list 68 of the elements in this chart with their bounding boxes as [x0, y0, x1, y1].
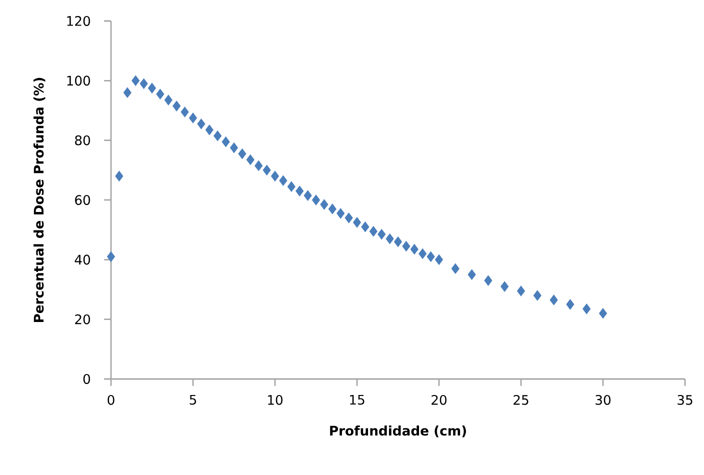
point	[287, 181, 296, 192]
point	[566, 299, 574, 310]
point	[270, 170, 280, 182]
point	[106, 251, 116, 262]
point	[336, 208, 345, 219]
point	[188, 112, 198, 124]
x-tick-label: 35	[678, 394, 692, 405]
point	[304, 190, 312, 201]
point	[484, 275, 492, 286]
x-tick-label: 30	[596, 394, 610, 405]
point	[205, 124, 214, 136]
point	[328, 204, 336, 214]
point	[222, 136, 230, 148]
point	[197, 118, 206, 130]
x-tick-label: 5	[190, 394, 196, 405]
x-tick-label: 25	[514, 394, 528, 405]
point	[361, 222, 370, 232]
point	[550, 294, 558, 306]
y-axis-title: Percentual de Dose Profunda (%)	[34, 78, 46, 322]
point	[172, 100, 181, 112]
point	[214, 130, 222, 142]
y-tick-label: 120	[67, 16, 90, 26]
point	[123, 87, 132, 98]
x-tick-label: 10	[268, 394, 282, 405]
point	[238, 148, 246, 160]
point	[180, 106, 189, 118]
point	[148, 82, 156, 94]
y-tick-label: 60	[75, 195, 90, 205]
point	[410, 244, 418, 254]
point	[434, 254, 444, 265]
point	[115, 170, 124, 182]
point	[254, 160, 263, 171]
point	[500, 281, 509, 292]
y-tick-label: 80	[75, 135, 90, 146]
point	[418, 248, 427, 259]
point	[369, 226, 378, 237]
y-tick-label: 0	[83, 374, 90, 384]
point	[140, 78, 148, 89]
y-tick-label: 20	[75, 314, 90, 324]
point	[296, 186, 304, 196]
point	[164, 94, 172, 106]
point	[451, 263, 460, 274]
x-tick-label: 0	[108, 394, 114, 405]
point	[516, 286, 526, 296]
x-axis-title: Profundidade (cm)	[330, 425, 466, 438]
point	[426, 251, 435, 262]
y-tick-label: 100	[67, 76, 90, 86]
point	[598, 308, 608, 319]
y-tick-label: 40	[74, 254, 90, 265]
point	[386, 234, 394, 244]
point	[533, 290, 542, 301]
point	[156, 88, 164, 100]
x-tick-label: 20	[432, 394, 446, 405]
point	[320, 199, 328, 210]
x-tick-label: 15	[350, 394, 364, 405]
point	[262, 164, 271, 176]
point	[246, 154, 254, 165]
point	[394, 236, 402, 248]
point	[312, 194, 320, 206]
point	[468, 269, 476, 280]
point	[352, 217, 362, 228]
point	[582, 304, 591, 314]
point	[402, 240, 410, 252]
point	[378, 229, 386, 240]
point	[344, 212, 353, 224]
point	[230, 142, 238, 154]
point	[279, 175, 288, 186]
point	[132, 75, 140, 86]
